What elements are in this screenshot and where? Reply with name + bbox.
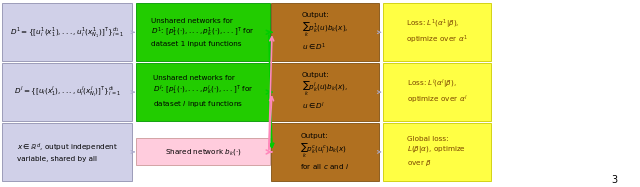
Text: Loss: $L^l(\alpha^l|\beta)$,
optimize over $\alpha^l$: Loss: $L^l(\alpha^l|\beta)$, optimize ov… <box>406 78 467 106</box>
Text: Output:
$\sum_k p_k^c(u_i^c)b_k(x)$
for all $c$ and $i$: Output: $\sum_k p_k^c(u_i^c)b_k(x)$ for … <box>300 133 349 171</box>
FancyBboxPatch shape <box>271 123 379 181</box>
Text: $D^l = \{[u_i(x_1^l),...,u_i^l(x_{N_l}^l)]^{\mathrm{T}}\}_{i=1}^{d_l}$: $D^l = \{[u_i(x_1^l),...,u_i^l(x_{N_l}^l… <box>13 85 121 99</box>
FancyBboxPatch shape <box>2 3 132 61</box>
FancyBboxPatch shape <box>136 138 270 165</box>
FancyBboxPatch shape <box>2 123 132 181</box>
FancyBboxPatch shape <box>383 63 491 121</box>
FancyBboxPatch shape <box>383 3 491 61</box>
FancyBboxPatch shape <box>136 3 270 61</box>
Text: $D^1 = \{[u_i^1(x_1^1),...,u_i^1(x_{N_1}^1)]^{\mathrm{T}}\}_{i=1}^{d_1}$: $D^1 = \{[u_i^1(x_1^1),...,u_i^1(x_{N_1}… <box>10 25 124 39</box>
Text: Output:
$\sum_k p_k^l(u)b_k(x)$,
$u \in D^l$: Output: $\sum_k p_k^l(u)b_k(x)$, $u \in … <box>302 72 348 112</box>
Text: Unshared networks for
$D^1$: $[p_1^1(\cdot),...,p_k^1(\cdot),...]^{\mathrm{T}}$ : Unshared networks for $D^1$: $[p_1^1(\cd… <box>152 18 255 47</box>
FancyBboxPatch shape <box>2 63 132 121</box>
Text: 3: 3 <box>611 175 618 185</box>
Text: Output:
$\sum_k p_k^1(u)b_k(x)$,
$u \in D^1$: Output: $\sum_k p_k^1(u)b_k(x)$, $u \in … <box>301 12 348 53</box>
Text: Shared network $b_k(\cdot)$: Shared network $b_k(\cdot)$ <box>165 147 241 157</box>
FancyBboxPatch shape <box>271 3 379 61</box>
FancyBboxPatch shape <box>136 63 270 121</box>
Text: Loss: $L^1(\alpha^1|\beta)$,
optimize over $\alpha^1$: Loss: $L^1(\alpha^1|\beta)$, optimize ov… <box>406 18 468 46</box>
Text: Unshared networks for
$D^l$: $[p_1^l(\cdot),...,p_k^l(\cdot),...]^{\mathrm{T}}$ : Unshared networks for $D^l$: $[p_1^l(\cd… <box>153 75 253 109</box>
Text: $x \in \mathbb{R}^d$, output independent
variable, shared by all: $x \in \mathbb{R}^d$, output independent… <box>17 142 118 162</box>
Text: Global loss:
$L(\beta|\alpha)$, optimize
over $\beta$: Global loss: $L(\beta|\alpha)$, optimize… <box>407 136 467 168</box>
FancyBboxPatch shape <box>271 63 379 121</box>
FancyBboxPatch shape <box>383 123 491 181</box>
